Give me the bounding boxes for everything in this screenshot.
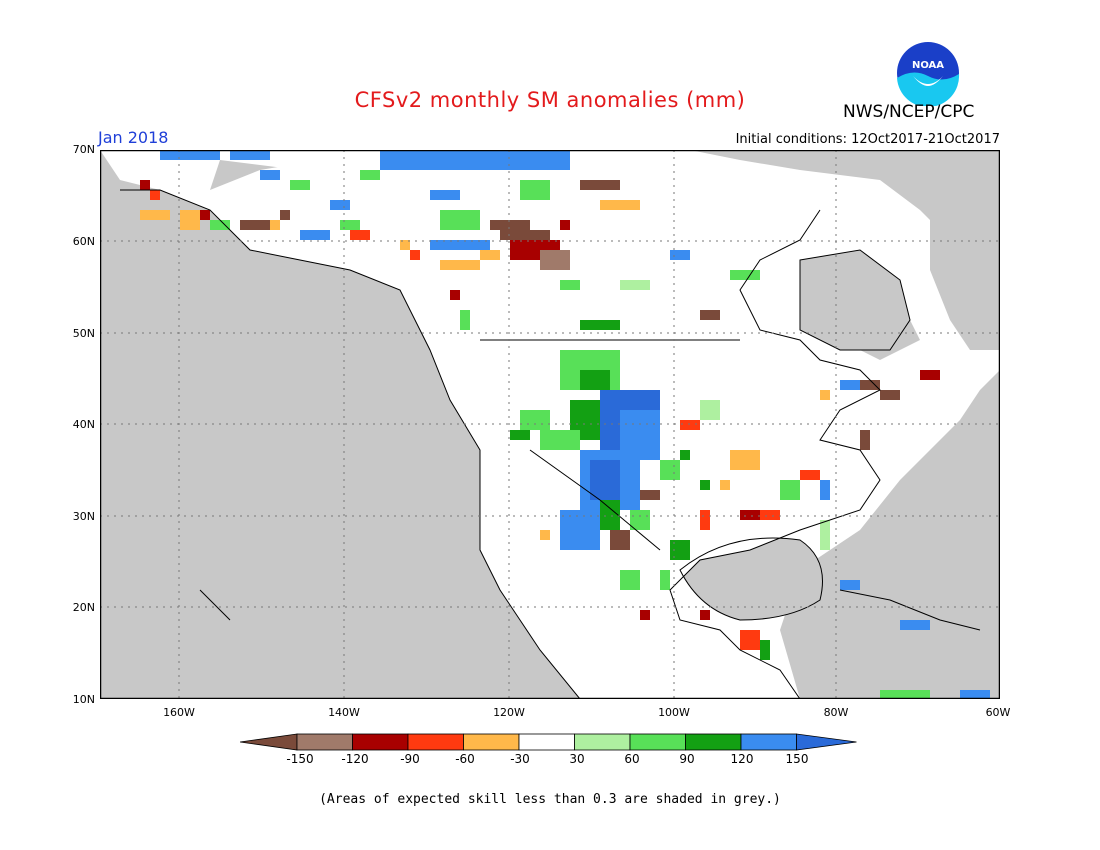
colorbar-segment (463, 733, 520, 751)
colorbar-segment (740, 733, 797, 751)
colorbar-label-3: -90 (400, 752, 420, 766)
colorbar-arrow-left (240, 733, 298, 751)
valid-month-label: Jan 2018 (98, 128, 169, 147)
lon-label-120w: 120W (493, 706, 525, 719)
colorbar-label-10: 150 (785, 752, 809, 766)
lon-label-140w: 140W (328, 706, 360, 719)
colorbar-segment (407, 733, 464, 751)
lon-label-60w: 60W (985, 706, 1011, 719)
anomaly-cells (140, 150, 990, 699)
colorbar-label-9: 120 (730, 752, 754, 766)
map-title: CFSv2 monthly SM anomalies (mm) (354, 88, 746, 112)
lat-label-50n: 50N (72, 327, 95, 340)
lat-label-20n: 20N (72, 601, 95, 614)
lat-label-10n: 10N (72, 693, 95, 706)
colorbar-segment (574, 733, 631, 751)
graticule (100, 150, 1000, 699)
skill-footnote: (Areas of expected skill less than 0.3 a… (319, 792, 781, 807)
initial-conditions-label: Initial conditions: 12Oct2017-21Oct2017 (735, 132, 1000, 147)
colorbar-segment (518, 733, 575, 751)
coastlines (120, 189, 981, 699)
lat-label-30n: 30N (72, 510, 95, 523)
map-frame (100, 150, 1000, 699)
colorbar-label-7: 60 (624, 752, 640, 766)
lat-label-40n: 40N (72, 418, 95, 431)
colorbar-label-2: -120 (341, 752, 369, 766)
organization-label: NWS/NCEP/CPC (843, 102, 975, 122)
lat-label-60n: 60N (72, 235, 95, 248)
colorbar-segment (296, 733, 353, 751)
colorbar-label-6: 30 (569, 752, 585, 766)
noaa-logo: NOAA (897, 42, 960, 106)
colorbar-segment (352, 733, 409, 751)
colorbar-segment (629, 733, 686, 751)
colorbar-label-5: -30 (510, 752, 530, 766)
anomaly-map (100, 150, 1000, 699)
colorbar-label-4: -60 (455, 752, 475, 766)
lat-label-70n: 70N (72, 143, 95, 156)
colorbar-label-8: 90 (679, 752, 695, 766)
colorbar-segment (685, 733, 742, 751)
lon-label-100w: 100W (658, 706, 690, 719)
lon-label-160w: 160W (163, 706, 195, 719)
lon-label-80w: 80W (823, 706, 849, 719)
colorbar (240, 733, 857, 751)
colorbar-segments (240, 733, 857, 751)
colorbar-arrow-right (796, 733, 857, 751)
noaa-logo-text: NOAA (912, 60, 944, 71)
colorbar-label-1: -150 (286, 752, 314, 766)
